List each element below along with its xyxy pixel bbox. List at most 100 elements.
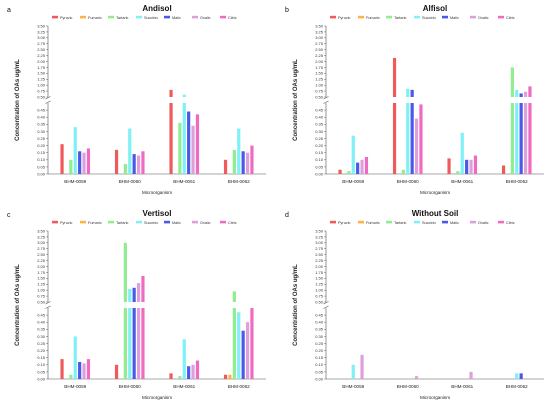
bar-oxalic-bhm-0059 [360,159,364,174]
bar-malic-bhm-0060 [410,89,414,174]
bar-oxalic-bhm-0060 [136,155,141,174]
y-tick-label: 2.75 [315,246,324,251]
chart-panel-a: a Andisol Pyruvic Fumaric Tartaric Succinic Ma… [7,4,266,195]
legend-label-tartaric: Tartaric [394,221,407,225]
y-tick-label: 3.50 [37,228,46,233]
axis-break-stroke [45,96,51,100]
y-tick-label: 0.35 [37,122,46,127]
x-tick-label: BHM-0061 [451,384,473,389]
bar-succinic-bhm-0059 [351,135,355,174]
y-tick-label: 0.75 [315,293,324,298]
x-tick-label: BHM-0061 [451,179,473,184]
bar-segment-lower [182,103,186,174]
legend-swatch-pyruvic [330,220,336,224]
y-tick-label: 0.20 [37,348,46,353]
bar-succinic-bhm-0059 [351,364,355,379]
y-axis-label: Concentration of OAs ug/mL [15,264,21,346]
bar-succinic-bhm-0061 [182,94,186,174]
bar-tartaric-bhm-0062 [232,149,236,174]
y-tick-label: 0.20 [37,143,46,148]
bar-citric-bhm-0060 [141,275,145,379]
bar-segment-lower [132,308,136,379]
bar-tartaric-bhm-0062 [510,67,514,174]
bar-tartaric-bhm-0059 [347,171,351,174]
x-tick-label: BHM-0059 [342,179,364,184]
bar-segment-upper [410,89,414,97]
panel-letter: c [7,212,11,219]
bar-segment-upper [510,67,514,97]
y-axis-label: Concentration of OAs ug/mL [293,59,299,141]
y-tick-label: 2.50 [37,252,46,257]
bar-segment-upper [128,288,132,302]
legend-swatch-succinic [136,220,142,224]
legend-label-oxalic: Oxalic [478,16,489,20]
legend-swatch-succinic [414,220,420,224]
bar-oxalic-bhm-0061 [191,125,195,174]
y-tick-label: 0.50 [37,299,46,304]
bar-segment-upper [169,89,173,97]
y-tick-label: 1.50 [315,71,324,76]
y-tick-label: 2.25 [315,258,324,263]
bar-oxalic-bhm-0059 [360,354,364,379]
legend-swatch-oxalic [470,15,476,19]
legend-label-tartaric: Tartaric [394,16,407,20]
legend-swatch-fumaric [80,15,86,19]
bar-pyruvic-bhm-0061 [169,373,173,379]
bar-segment-upper [528,86,532,97]
y-tick-label: 0.00 [315,171,324,176]
y-tick-label: 3.00 [37,240,46,245]
legend-label-citric: Citric [228,16,237,20]
bar-segment-upper [392,57,397,97]
axis-break-stroke [45,100,51,104]
chart-panel-b: b Alfisol Pyruvic Fumaric Tartaric Succinic Ma… [285,4,544,195]
legend-label-oxalic: Oxalic [478,221,489,225]
y-tick-label: 2.75 [315,41,324,46]
bar-citric-bhm-0061 [473,155,478,174]
y-tick-label: 2.50 [37,47,46,52]
bar-segment-lower [123,308,127,379]
y-tick-label: 0.50 [315,299,324,304]
legend-label-malic: Malic [450,16,459,20]
legend-swatch-tartaric [386,15,392,19]
axis-break-mark [323,301,329,309]
chart-title: Alfisol [423,4,447,13]
bar-segment-lower [136,308,141,379]
y-tick-label: 3.50 [315,23,324,28]
y-tick-label: 3.25 [37,29,46,34]
legend-swatch-citric [220,15,226,19]
bar-tartaric-bhm-0060 [123,242,127,379]
bar-segment-upper [141,275,145,302]
bar-tartaric-bhm-0062 [232,291,236,379]
bar-citric-bhm-0061 [195,360,200,379]
legend-label-citric: Citric [506,16,515,20]
bar-segment-lower [510,103,514,174]
bar-pyruvic-bhm-0062 [501,165,506,174]
bar-pyruvic-bhm-0060 [392,57,397,174]
bar-malic-bhm-0061 [187,111,191,174]
bar-segment-lower [232,308,236,379]
x-axis-label: Microorganism [142,190,172,195]
bar-citric-bhm-0059 [86,148,91,174]
x-tick-label: BHM-0059 [64,384,86,389]
bar-citric-bhm-0060 [419,104,423,174]
y-tick-label: 3.25 [315,234,324,239]
y-tick-label: 0.00 [37,171,46,176]
y-tick-label: 0.75 [37,88,46,93]
bar-pyruvic-bhm-0060 [114,364,119,379]
y-tick-label: 0.45 [37,108,46,113]
x-tick-label: BHM-0059 [342,384,364,389]
legend-swatch-malic [442,15,448,19]
legend-label-fumaric: Fumaric [88,16,102,20]
bar-succinic-bhm-0061 [182,339,186,379]
legend-swatch-oxalic [192,15,198,19]
legend-swatch-succinic [414,15,420,19]
y-tick-label: 1.00 [37,83,46,88]
bar-succinic-bhm-0061 [460,132,464,174]
bar-pyruvic-bhm-0059 [60,144,64,174]
bar-succinic-bhm-0062 [237,312,241,379]
y-tick-label: 0.25 [315,136,324,141]
y-tick-label: 0.45 [37,313,46,318]
bar-succinic-bhm-0060 [406,88,410,174]
legend-swatch-fumaric [80,220,86,224]
x-axis-label: Microorganism [142,395,172,400]
